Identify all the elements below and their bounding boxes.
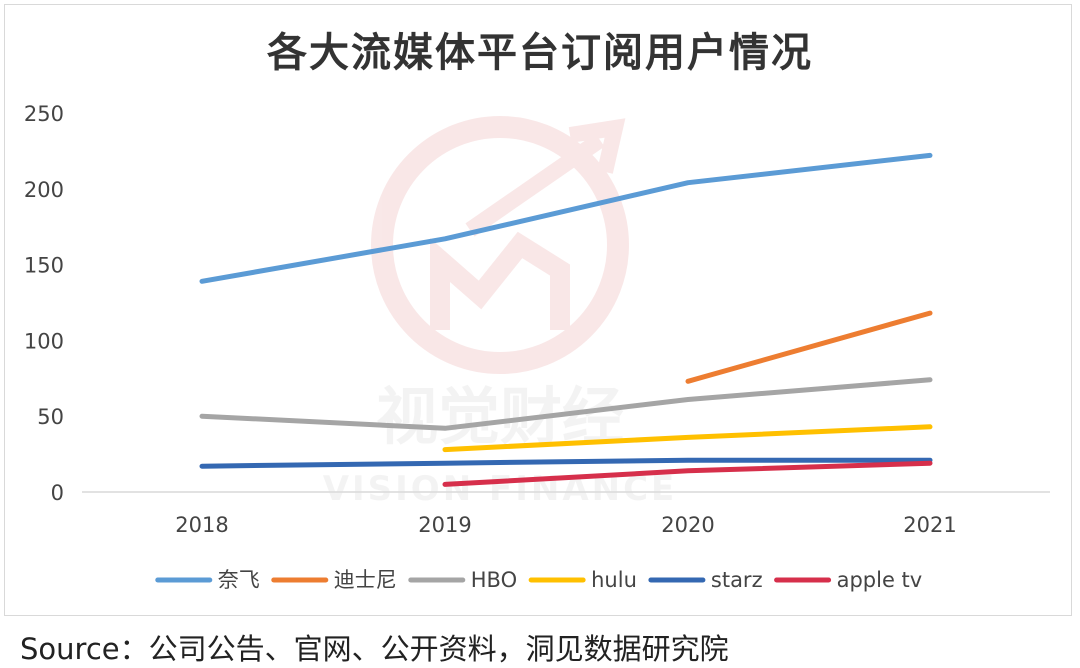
- series-line-迪士尼: [685, 310, 933, 384]
- legend-label: apple tv: [837, 568, 923, 592]
- legend-label: HBO: [471, 568, 517, 592]
- x-tick-label: 2019: [418, 513, 471, 537]
- legend-item-迪士尼: 迪士尼: [271, 568, 397, 592]
- series-line-apple-tv: [442, 460, 933, 487]
- y-tick-label: 50: [37, 405, 64, 429]
- y-tick-label: 250: [24, 102, 64, 126]
- chart-axes: 0 50 100 150 200 250 2018 2019 2020 2021: [24, 102, 1050, 537]
- y-tick-label: 200: [24, 178, 64, 202]
- series-layer: [199, 152, 933, 487]
- legend-item-starz: starz: [648, 568, 763, 592]
- x-tick-label: 2021: [903, 513, 956, 537]
- x-tick-label: 2018: [175, 513, 228, 537]
- legend-item-奈飞: 奈飞: [155, 568, 260, 592]
- series-line-奈飞: [199, 152, 933, 284]
- watermark-logo: 视觉财经 VISION FINANCE: [323, 116, 674, 509]
- series-line-starz: [199, 457, 933, 469]
- y-tick-label: 150: [24, 254, 64, 278]
- legend-item-apple-tv: apple tv: [774, 568, 923, 592]
- watermark-ring: [371, 116, 629, 374]
- legend-item-hulu: hulu: [528, 568, 637, 592]
- legend-label: starz: [711, 568, 763, 592]
- legend-item-HBO: HBO: [408, 568, 517, 592]
- watermark-arrow-head: [465, 118, 626, 237]
- legend-label: hulu: [591, 568, 637, 592]
- legend-label: 迪士尼: [334, 568, 397, 592]
- chart-title: 各大流媒体平台订阅用户情况: [267, 30, 813, 76]
- chart-frame: [4, 4, 1072, 616]
- y-tick-label: 0: [51, 481, 64, 505]
- y-tick-label: 100: [24, 329, 64, 353]
- series-line-hulu: [442, 424, 933, 453]
- legend-label: 奈飞: [218, 568, 260, 592]
- source-note: Source：公司公告、官网、公开资料，洞见数据研究院: [20, 632, 729, 666]
- watermark-arrow: [430, 231, 570, 330]
- x-tick-label: 2020: [661, 513, 714, 537]
- series-line-HBO: [199, 377, 933, 431]
- chart-legend: 奈飞 迪士尼 HBO hulu starz apple tv: [155, 568, 923, 592]
